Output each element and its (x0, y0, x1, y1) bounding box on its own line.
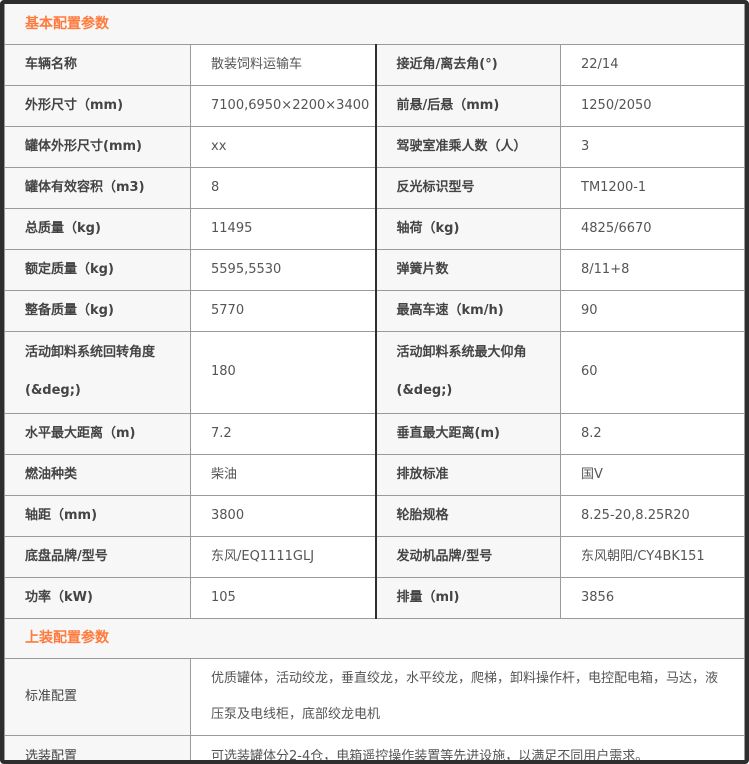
spec-value: 8/11+8 (560, 248, 745, 291)
spec-label: 弹簧片数 (375, 248, 561, 291)
spec-label: 燃油种类 (4, 453, 191, 496)
config-label: 标准配置 (4, 658, 191, 736)
spec-label: 排量（ml) (375, 576, 561, 619)
spec-value: 5770 (190, 289, 377, 332)
spec-row: 车辆名称 散装饲料运输车 接近角/离去角(°) 22/14 (4, 43, 745, 86)
spec-value: 5595,5530 (190, 248, 377, 291)
spec-label: 额定质量（kg) (4, 248, 191, 291)
spec-row: 轴距（mm) 3800 轮胎规格 8.25-20,8.25R20 (4, 494, 745, 537)
spec-label: 罐体外形尺寸(mm) (4, 125, 191, 168)
spec-value: TM1200-1 (560, 166, 745, 209)
spec-value: 4825/6670 (560, 207, 745, 250)
spec-label: 驾驶室准乘人数（人） (375, 125, 561, 168)
spec-row: 燃油种类 柴油 排放标准 国Ⅴ (4, 453, 745, 496)
spec-label: 活动卸料系统最大仰角(&deg;) (375, 330, 561, 414)
spec-value: 11495 (190, 207, 377, 250)
spec-row: 活动卸料系统回转角度(&deg;) 180 活动卸料系统最大仰角(&deg;) 60 (4, 330, 745, 414)
spec-value: xx (190, 125, 377, 168)
config-value: 优质罐体，活动绞龙，垂直绞龙，水平绞龙，爬梯，卸料操作杆，电控配电箱，马达，液压… (190, 658, 745, 736)
spec-row: 整备质量（kg) 5770 最高车速（km/h) 90 (4, 289, 745, 332)
spec-value: 东风/EQ1111GLJ (190, 535, 377, 578)
spec-row: 功率（kW) 105 排量（ml) 3856 (4, 576, 745, 619)
spec-label: 水平最大距离（m) (4, 412, 191, 455)
spec-label: 排放标准 (375, 453, 561, 496)
spec-value: 8.2 (560, 412, 745, 455)
spec-value: 90 (560, 289, 745, 332)
config-value: 可选装罐体分2-4仓，电箱遥控操作装置等先进设施，以满足不同用户需求。 (190, 735, 745, 760)
spec-row: 额定质量（kg) 5595,5530 弹簧片数 8/11+8 (4, 248, 745, 291)
spec-label: 罐体有效容积（m3) (4, 166, 191, 209)
spec-value: 3800 (190, 494, 377, 537)
spec-label: 整备质量（kg) (4, 289, 191, 332)
spec-value: 105 (190, 576, 377, 619)
spec-value: 7100,6950×2200×3400 (190, 84, 377, 127)
spec-label: 轮胎规格 (375, 494, 561, 537)
spec-label: 总质量（kg) (4, 207, 191, 250)
upper-row: 标准配置 优质罐体，活动绞龙，垂直绞龙，水平绞龙，爬梯，卸料操作杆，电控配电箱，马… (4, 658, 745, 736)
spec-label: 轴距（mm) (4, 494, 191, 537)
spec-row: 罐体外形尺寸(mm) xx 驾驶室准乘人数（人） 3 (4, 125, 745, 168)
spec-value: 3 (560, 125, 745, 168)
spec-value: 柴油 (190, 453, 377, 496)
spec-value: 1250/2050 (560, 84, 745, 127)
upper-row: 选装配置 可选装罐体分2-4仓，电箱遥控操作装置等先进设施，以满足不同用户需求。 (4, 735, 745, 760)
basic-spec-table: 基本配置参数 车辆名称 散装饲料运输车 接近角/离去角(°) 22/14 外形尺寸（mm… (4, 4, 745, 619)
spec-label: 功率（kW) (4, 576, 191, 619)
spec-value: 180 (190, 330, 377, 414)
spec-value: 8 (190, 166, 377, 209)
spec-value: 22/14 (560, 43, 745, 86)
spec-row: 总质量（kg) 11495 轴荷（kg) 4825/6670 (4, 207, 745, 250)
spec-value: 东风朝阳/CY4BK151 (560, 535, 745, 578)
spec-label: 底盘品牌/型号 (4, 535, 191, 578)
spec-row: 罐体有效容积（m3) 8 反光标识型号 TM1200-1 (4, 166, 745, 209)
upper-spec-table: 上装配置参数 标准配置 优质罐体，活动绞龙，垂直绞龙，水平绞龙，爬梯，卸料操作杆，… (4, 618, 745, 760)
spec-label: 发动机品牌/型号 (375, 535, 561, 578)
basic-section-title: 基本配置参数 (4, 4, 745, 45)
spec-label: 活动卸料系统回转角度(&deg;) (4, 330, 191, 414)
spec-row: 水平最大距离（m) 7.2 垂直最大距离(m) 8.2 (4, 412, 745, 455)
spec-label: 最高车速（km/h) (375, 289, 561, 332)
spec-value: 国Ⅴ (560, 453, 745, 496)
spec-row: 底盘品牌/型号 东风/EQ1111GLJ 发动机品牌/型号 东风朝阳/CY4BK151 (4, 535, 745, 578)
spec-label: 车辆名称 (4, 43, 191, 86)
spec-row: 外形尺寸（mm) 7100,6950×2200×3400 前悬/后悬（mm) 1250… (4, 84, 745, 127)
spec-value: 3856 (560, 576, 745, 619)
spec-value: 60 (560, 330, 745, 414)
spec-label: 外形尺寸（mm) (4, 84, 191, 127)
spec-label: 轴荷（kg) (375, 207, 561, 250)
spec-label: 垂直最大距离(m) (375, 412, 561, 455)
spec-label: 前悬/后悬（mm) (375, 84, 561, 127)
config-label: 选装配置 (4, 735, 191, 760)
spec-label: 接近角/离去角(°) (375, 43, 561, 86)
spec-value: 散装饲料运输车 (190, 43, 377, 86)
spec-value: 7.2 (190, 412, 377, 455)
upper-section-title: 上装配置参数 (4, 618, 745, 659)
spec-value: 8.25-20,8.25R20 (560, 494, 745, 537)
spec-label: 反光标识型号 (375, 166, 561, 209)
